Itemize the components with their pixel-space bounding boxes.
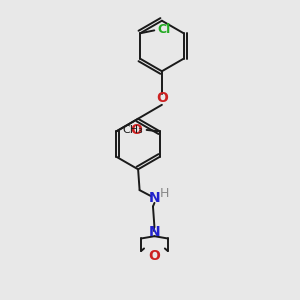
- Text: O: O: [156, 91, 168, 105]
- Text: Cl: Cl: [158, 23, 171, 36]
- Text: N: N: [148, 190, 160, 205]
- Text: O: O: [148, 249, 160, 263]
- Text: O: O: [130, 123, 142, 137]
- Text: CH₃: CH₃: [123, 125, 144, 135]
- Text: H: H: [160, 188, 170, 200]
- Text: N: N: [148, 225, 160, 239]
